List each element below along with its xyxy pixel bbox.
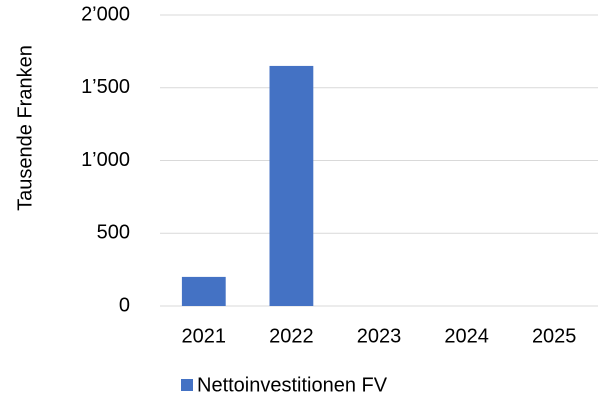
x-tick-label: 2025 (532, 325, 577, 347)
bar (269, 65, 314, 306)
x-tick-label: 2021 (182, 325, 227, 347)
y-tick-label: 1’000 (81, 149, 130, 171)
bar (181, 276, 226, 306)
y-tick-label: 500 (97, 222, 130, 244)
x-tick-label: 2022 (269, 325, 314, 347)
y-tick-label: 2’000 (81, 3, 130, 25)
y-tick-label: 0 (119, 294, 130, 316)
x-tick-label: 2023 (357, 325, 402, 347)
y-tick-label: 1’500 (81, 76, 130, 98)
y-axis-label: Tausende Franken (14, 45, 36, 211)
legend-label: Nettoinvestitionen FV (197, 374, 388, 396)
x-tick-label: 2024 (444, 325, 489, 347)
legend-swatch (181, 379, 193, 391)
